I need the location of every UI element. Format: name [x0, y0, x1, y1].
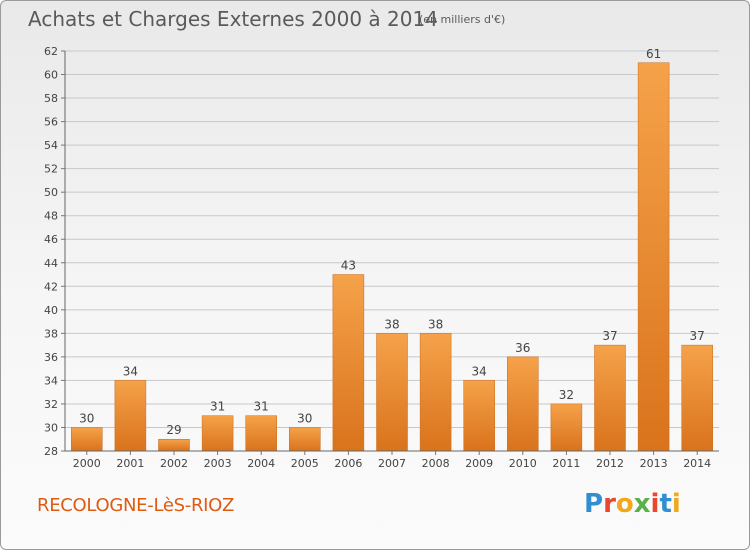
data-labels: 30 34 29 31 31 30 43 38 38 34 36 32 37 61 37: [79, 47, 705, 437]
x-tick-label: 2001: [116, 457, 144, 470]
y-tick-label: 58: [44, 92, 58, 105]
x-tick-label: 2005: [291, 457, 319, 470]
x-tick-label: 2004: [247, 457, 275, 470]
x-tick-label: 2009: [465, 457, 493, 470]
data-label: 38: [428, 317, 443, 331]
x-tick-label: 2000: [73, 457, 101, 470]
x-tick-label: 2011: [552, 457, 580, 470]
y-tick-label: 44: [44, 257, 58, 270]
bar-2010: [507, 356, 539, 452]
data-label: 37: [602, 329, 617, 343]
bar-2014: [681, 344, 713, 452]
y-tick-label: 48: [44, 210, 58, 223]
data-label: 31: [210, 400, 225, 414]
x-tick-label: 2012: [596, 457, 624, 470]
data-label: 29: [166, 423, 181, 437]
bar-2002: [158, 438, 190, 452]
x-axis-ticks: 2000 2001 2002 2003 2004 2005 2006 2007 2008 2009…: [73, 451, 711, 470]
y-tick-label: 46: [44, 233, 58, 246]
y-tick-label: 36: [44, 351, 58, 364]
y-tick-label: 60: [44, 69, 58, 82]
data-label: 34: [472, 364, 487, 378]
y-tick-label: 56: [44, 116, 58, 129]
bar-2012: [594, 344, 626, 452]
bar-2005: [289, 427, 321, 452]
data-label: 38: [384, 317, 399, 331]
bar-2006: [332, 274, 365, 452]
y-tick-label: 32: [44, 398, 58, 411]
data-label: 61: [646, 47, 661, 61]
y-tick-label: 38: [44, 327, 58, 340]
chart-title: Achats et Charges Externes 2000 à 2014: [28, 7, 438, 31]
y-tick-label: 42: [44, 280, 58, 293]
y-tick-label: 50: [44, 186, 58, 199]
bar-2007: [376, 333, 408, 452]
data-label: 37: [690, 329, 705, 343]
bar-2000: [71, 427, 103, 452]
data-label: 34: [123, 364, 138, 378]
commune-name: RECOLOGNE-LèS-RIOZ: [37, 495, 235, 516]
x-tick-label: 2013: [640, 457, 668, 470]
y-tick-label: 34: [44, 374, 58, 387]
bar-2008: [419, 333, 452, 452]
y-tick-label: 62: [44, 45, 58, 58]
chart-subtitle: (en milliers d'€): [419, 13, 506, 26]
x-tick-label: 2003: [204, 457, 232, 470]
x-tick-label: 2014: [683, 457, 711, 470]
x-tick-label: 2008: [422, 457, 450, 470]
x-tick-label: 2010: [509, 457, 537, 470]
bar-2003: [201, 415, 234, 452]
y-axis-ticks: 28 30 32 34 36 38 40 42 44 46 48 50 52 54 56 58 60 62: [44, 45, 65, 458]
bar-2004: [245, 415, 277, 452]
bar-2001: [114, 380, 147, 452]
x-tick-label: 2002: [160, 457, 188, 470]
bar-2011: [550, 403, 583, 452]
bar-2009: [463, 380, 495, 452]
proxiti-logo: Proxiti: [584, 489, 681, 519]
data-label: 30: [79, 411, 94, 425]
y-tick-label: 30: [44, 421, 58, 434]
y-tick-label: 28: [44, 445, 58, 458]
y-tick-label: 52: [44, 163, 58, 176]
data-label: 31: [254, 400, 269, 414]
data-label: 36: [515, 341, 530, 355]
data-label: 30: [297, 411, 312, 425]
y-tick-label: 40: [44, 304, 58, 317]
x-tick-label: 2006: [334, 457, 362, 470]
data-label: 32: [559, 388, 574, 402]
bar-2013: [637, 62, 670, 452]
data-label: 43: [341, 259, 356, 273]
y-tick-label: 54: [44, 139, 58, 152]
x-tick-label: 2007: [378, 457, 406, 470]
bars: [71, 62, 713, 452]
